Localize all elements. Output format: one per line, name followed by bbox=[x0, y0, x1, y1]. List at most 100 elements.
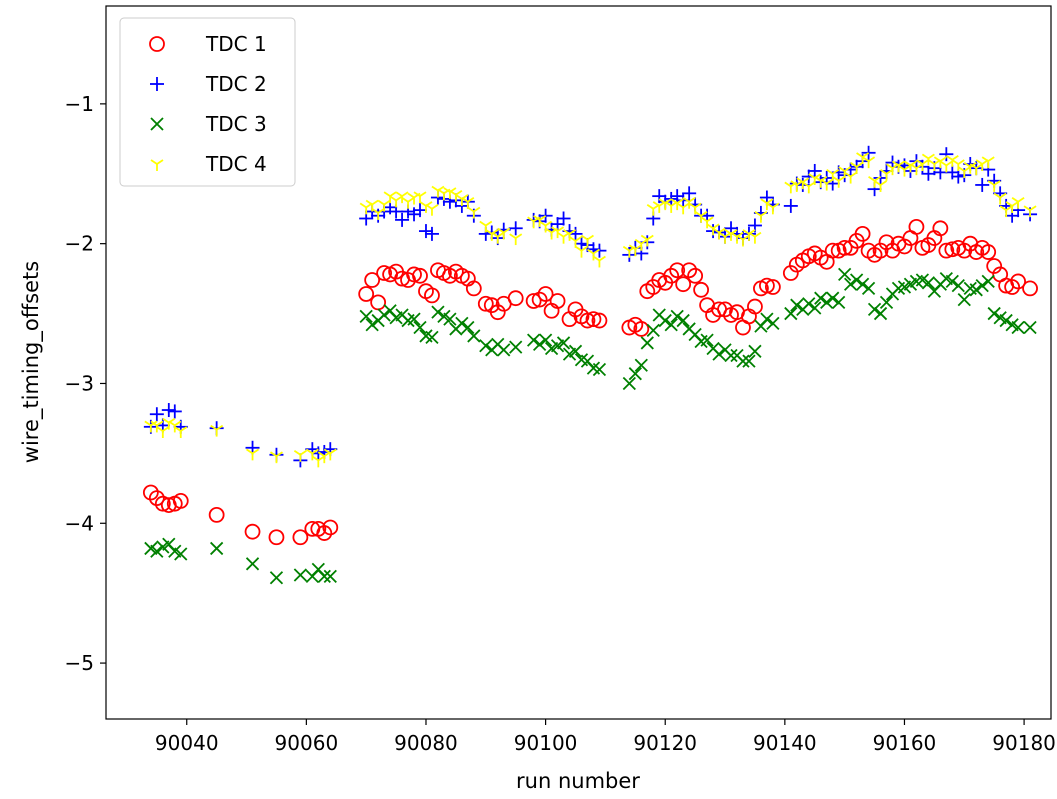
data-point bbox=[802, 297, 816, 311]
data-point bbox=[622, 376, 636, 391]
data-point bbox=[633, 321, 650, 337]
data-point bbox=[682, 196, 696, 209]
data-point bbox=[921, 276, 936, 290]
legend-marker bbox=[150, 117, 164, 131]
data-point bbox=[820, 295, 834, 310]
data-point bbox=[747, 298, 763, 315]
data-point bbox=[497, 343, 511, 357]
data-point bbox=[246, 448, 260, 461]
x-tick-label: 90100 bbox=[514, 731, 578, 755]
data-point bbox=[431, 305, 445, 319]
data-point bbox=[921, 153, 935, 166]
data-point bbox=[854, 225, 871, 242]
data-point bbox=[640, 336, 654, 350]
data-point bbox=[443, 312, 457, 326]
data-point bbox=[322, 519, 339, 536]
legend-marker bbox=[150, 77, 164, 91]
data-point bbox=[843, 277, 858, 291]
data-point bbox=[646, 323, 660, 337]
data-point bbox=[1005, 201, 1019, 213]
legend-label: TDC 3 bbox=[205, 112, 267, 136]
data-point bbox=[585, 311, 602, 328]
data-point bbox=[455, 316, 469, 330]
data-point bbox=[802, 181, 816, 194]
data-point bbox=[1023, 205, 1037, 218]
data-point bbox=[424, 226, 439, 241]
data-point bbox=[634, 358, 648, 372]
data-point bbox=[533, 215, 547, 227]
data-point bbox=[1011, 320, 1025, 335]
data-point bbox=[832, 295, 846, 310]
legend-entry: TDC 1 bbox=[149, 32, 267, 56]
data-point bbox=[766, 202, 780, 215]
data-point bbox=[1022, 280, 1038, 297]
data-point bbox=[969, 163, 983, 176]
data-point bbox=[407, 192, 421, 205]
series-1 bbox=[142, 218, 1038, 546]
data-point bbox=[832, 176, 846, 188]
data-point bbox=[549, 293, 566, 309]
data-point bbox=[527, 333, 541, 347]
data-point bbox=[401, 196, 415, 209]
data-point bbox=[760, 312, 774, 326]
data-point bbox=[909, 154, 924, 169]
data-point bbox=[1010, 273, 1027, 290]
data-point bbox=[293, 450, 307, 462]
legend-label: TDC 1 bbox=[205, 32, 267, 56]
data-point bbox=[538, 208, 553, 223]
data-point bbox=[149, 407, 164, 422]
x-tick-label: 90160 bbox=[873, 731, 937, 755]
data-point bbox=[556, 211, 571, 226]
legend-box bbox=[119, 17, 296, 187]
data-point bbox=[377, 199, 391, 212]
data-point bbox=[174, 547, 188, 561]
data-point bbox=[377, 308, 391, 322]
data-point bbox=[670, 309, 684, 324]
data-point bbox=[592, 243, 607, 258]
data-point bbox=[975, 177, 990, 192]
data-point bbox=[491, 231, 505, 244]
data-point bbox=[855, 277, 870, 291]
data-point bbox=[862, 156, 876, 169]
data-point bbox=[150, 544, 164, 558]
data-point bbox=[669, 262, 686, 279]
data-point bbox=[244, 523, 261, 540]
plot-area bbox=[105, 5, 1052, 720]
data-point bbox=[861, 281, 876, 296]
data-point bbox=[364, 272, 381, 288]
x-tick-label: 90040 bbox=[155, 731, 219, 755]
legend-marker bbox=[150, 159, 164, 171]
data-point bbox=[413, 320, 427, 335]
data-point bbox=[766, 316, 780, 330]
x-tick-label: 90080 bbox=[394, 731, 458, 755]
series-3 bbox=[144, 267, 1037, 585]
legend-marker bbox=[149, 36, 165, 52]
data-point bbox=[371, 208, 385, 220]
data-point bbox=[826, 291, 840, 305]
data-point bbox=[652, 189, 667, 204]
data-point bbox=[932, 220, 949, 237]
data-point bbox=[838, 267, 852, 282]
data-point bbox=[395, 212, 410, 227]
data-point bbox=[736, 354, 750, 368]
data-point bbox=[311, 455, 325, 468]
data-point bbox=[174, 426, 188, 439]
data-point bbox=[724, 348, 738, 363]
data-point bbox=[915, 159, 929, 171]
x-tick-label: 90060 bbox=[275, 731, 339, 755]
data-point bbox=[406, 266, 422, 283]
data-point bbox=[824, 242, 841, 259]
data-point bbox=[790, 298, 804, 312]
data-point bbox=[317, 569, 331, 584]
data-point bbox=[873, 170, 888, 185]
data-point bbox=[477, 295, 494, 312]
data-point bbox=[293, 568, 308, 582]
data-point bbox=[545, 227, 559, 240]
y-tick-label: −5 bbox=[65, 651, 94, 675]
data-point bbox=[784, 306, 798, 321]
data-point bbox=[525, 293, 542, 309]
data-point bbox=[574, 236, 589, 251]
data-point bbox=[712, 347, 726, 361]
data-point bbox=[951, 278, 965, 293]
